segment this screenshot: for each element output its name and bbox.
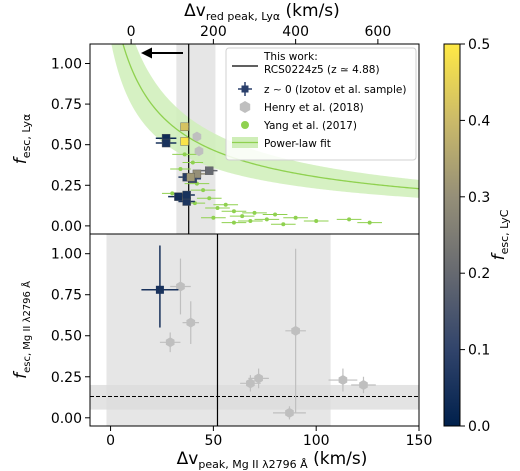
- henry-point: [254, 373, 263, 384]
- bottom-panel-frame: [89, 233, 420, 427]
- yang-point: [201, 188, 206, 193]
- yang-point: [170, 191, 175, 196]
- legend-marker-henry: [239, 101, 251, 113]
- colorbar-ticks: 0.0 0.1 0.2 0.3 0.4 0.5: [460, 37, 490, 435]
- izotov-point: [205, 166, 214, 175]
- top-y-tick-label: 0.75: [51, 97, 82, 113]
- top-x-tick-label: 400: [282, 24, 309, 40]
- bottom-panel-data: [141, 245, 376, 420]
- legend-marker-yang: [241, 121, 249, 129]
- henry-point: [246, 378, 255, 389]
- colorbar-label: fesc, LyC: [489, 209, 511, 260]
- yang-point: [293, 215, 298, 220]
- left-arrow-icon: [141, 47, 183, 59]
- top-x-tick-label: 0: [127, 24, 136, 40]
- power-law-fit-line: [122, 44, 419, 190]
- bottom-x-tick-label: 50: [204, 433, 222, 449]
- yang-point: [182, 152, 187, 157]
- henry-point: [192, 131, 202, 142]
- izotov-point: [182, 190, 191, 200]
- henry-point: [194, 146, 204, 157]
- yang-point: [367, 220, 372, 225]
- yang-point: [252, 210, 257, 215]
- top-panel-data: [155, 122, 382, 227]
- yang-point: [207, 196, 212, 201]
- colorbar-tick-label: 0.1: [468, 343, 490, 359]
- izotov-point: [186, 172, 195, 182]
- yang-point: [211, 215, 216, 220]
- legend: This work: RCS0224z5 (z ≃ 4.88) z ∼ 0 (I…: [225, 47, 417, 161]
- henry-point: [176, 281, 185, 292]
- legend-label-izotov: z ∼ 0 (Izotov et al. sample): [264, 84, 406, 96]
- axes: 0.00 0.25 0.50 0.75 1.00 0 200 400 600 0.00 0.25 0.…: [51, 24, 433, 449]
- colorbar-tick-label: 0.3: [468, 190, 490, 206]
- top-y-tick-label: 1.00: [51, 56, 82, 72]
- bottom-x-axis-label: Δvpeak, Mg II λ2796 Å (km/s): [177, 449, 368, 471]
- izotov-point: [161, 138, 171, 148]
- legend-label-fit: Power-law fit: [264, 138, 331, 150]
- bottom-y-tick-label: 0.50: [51, 329, 82, 345]
- colorbar-tick-label: 0.2: [468, 266, 490, 282]
- izotov-point: [174, 192, 183, 201]
- henry-point: [186, 317, 196, 328]
- yang-point: [231, 220, 236, 225]
- henry-point: [285, 407, 294, 418]
- bottom-y-tick-label: 0.75: [51, 288, 82, 304]
- henry-point: [338, 375, 348, 386]
- bottom-x-tick-label: 150: [406, 433, 433, 449]
- colorbar-tick-label: 0.5: [468, 37, 490, 53]
- izotov-point: [180, 122, 189, 132]
- yang-point: [273, 212, 278, 217]
- legend-marker-fit: [232, 137, 258, 148]
- henry-point: [291, 325, 300, 336]
- top-x-axis-label: Δvred peak, Lyα (km/s): [184, 1, 340, 23]
- yang-point: [264, 217, 269, 222]
- legend-marker-izotov: [238, 82, 252, 96]
- henry-point: [359, 379, 368, 390]
- bottom-y-axis-label: fesc, Mg II λ2796 Å: [11, 281, 33, 379]
- yang-point: [231, 209, 236, 214]
- yang-point: [314, 219, 319, 224]
- top-y-axis-label: fesc, Lyα: [11, 114, 33, 164]
- top-y-tick-label: 0.25: [51, 178, 82, 194]
- bottom-x-tick-label: 100: [303, 433, 330, 449]
- legend-label-this-work: This work:: [263, 51, 318, 63]
- yang-point: [281, 222, 286, 227]
- yang-point: [240, 214, 245, 219]
- legend-box: [225, 47, 417, 161]
- top-x-tick-label: 600: [365, 24, 392, 40]
- legend-label-this-work-object: RCS0224z5 (z ≃ 4.88): [264, 64, 380, 76]
- yang-point: [178, 167, 183, 172]
- izotov-point: [155, 285, 164, 294]
- bottom-escape-fraction-band: [90, 384, 419, 410]
- legend-label-yang: Yang et al. (2017): [263, 120, 357, 132]
- bottom-panel-background: [90, 234, 419, 426]
- colorbar-tick-label: 0.0: [468, 419, 490, 435]
- izotov-point: [180, 137, 189, 146]
- yang-point: [190, 160, 195, 165]
- yang-point: [248, 219, 253, 224]
- henry-point: [165, 337, 175, 348]
- top-x-tick-label: 200: [200, 24, 227, 40]
- top-y-tick-label: 0.00: [51, 219, 82, 235]
- bottom-y-tick-label: 1.00: [51, 247, 82, 263]
- legend-label-henry: Henry et al. (2018): [264, 102, 364, 114]
- top-y-tick-label: 0.50: [51, 138, 82, 154]
- colorbar: [443, 43, 461, 427]
- yang-point: [347, 217, 352, 222]
- bottom-y-tick-label: 0.00: [51, 411, 82, 427]
- bottom-x-tick-label: 0: [106, 433, 115, 449]
- yang-point: [215, 206, 220, 211]
- colorbar-tick-label: 0.4: [468, 113, 490, 129]
- yang-point: [223, 202, 228, 207]
- bottom-y-tick-label: 0.25: [51, 370, 82, 386]
